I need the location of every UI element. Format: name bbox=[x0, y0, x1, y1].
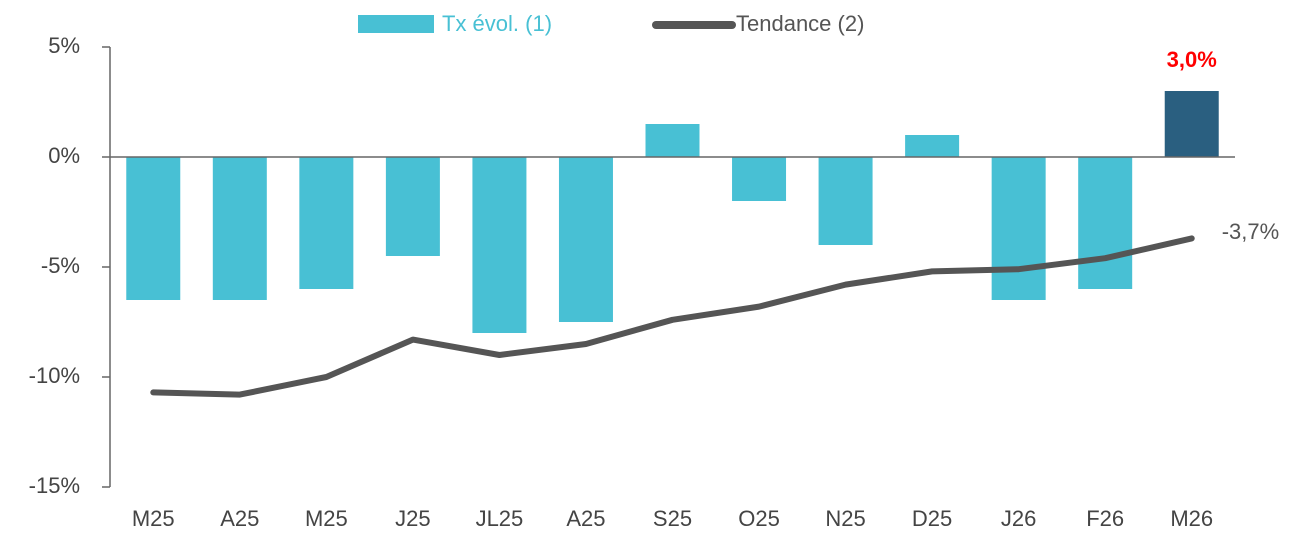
x-tick-label: A25 bbox=[220, 506, 259, 531]
x-tick-label: S25 bbox=[653, 506, 692, 531]
y-tick-label: -5% bbox=[41, 253, 80, 278]
x-tick-label: O25 bbox=[738, 506, 780, 531]
x-tick-label: D25 bbox=[912, 506, 952, 531]
y-tick-label: -10% bbox=[29, 363, 80, 388]
value-label: -3,7% bbox=[1222, 219, 1279, 244]
x-tick-label: A25 bbox=[566, 506, 605, 531]
bar bbox=[1164, 91, 1219, 157]
x-tick-label: JL25 bbox=[476, 506, 524, 531]
legend-label: Tendance (2) bbox=[736, 11, 864, 36]
trend-line bbox=[150, 235, 1195, 398]
x-tick-label: M26 bbox=[1170, 506, 1213, 531]
x-tick-label: J25 bbox=[395, 506, 430, 531]
x-tick-label: M25 bbox=[132, 506, 175, 531]
bar bbox=[212, 157, 267, 300]
bar bbox=[732, 157, 787, 201]
legend-swatch bbox=[358, 15, 434, 33]
bar bbox=[299, 157, 354, 289]
y-tick-label: 5% bbox=[48, 33, 80, 58]
bar bbox=[126, 157, 181, 300]
bar bbox=[991, 157, 1046, 300]
x-tick-label: N25 bbox=[825, 506, 865, 531]
bar bbox=[905, 135, 960, 157]
bar bbox=[818, 157, 873, 245]
x-tick-label: M25 bbox=[305, 506, 348, 531]
legend-label: Tx évol. (1) bbox=[442, 11, 552, 36]
value-label: 3,0% bbox=[1167, 47, 1217, 72]
x-tick-label: F26 bbox=[1086, 506, 1124, 531]
y-tick-label: 0% bbox=[48, 143, 80, 168]
bar bbox=[558, 157, 613, 322]
x-tick-label: J26 bbox=[1001, 506, 1036, 531]
bar bbox=[645, 124, 700, 157]
bar bbox=[1078, 157, 1133, 289]
y-tick-label: -15% bbox=[29, 473, 80, 498]
bar bbox=[472, 157, 527, 333]
bar bbox=[385, 157, 440, 256]
